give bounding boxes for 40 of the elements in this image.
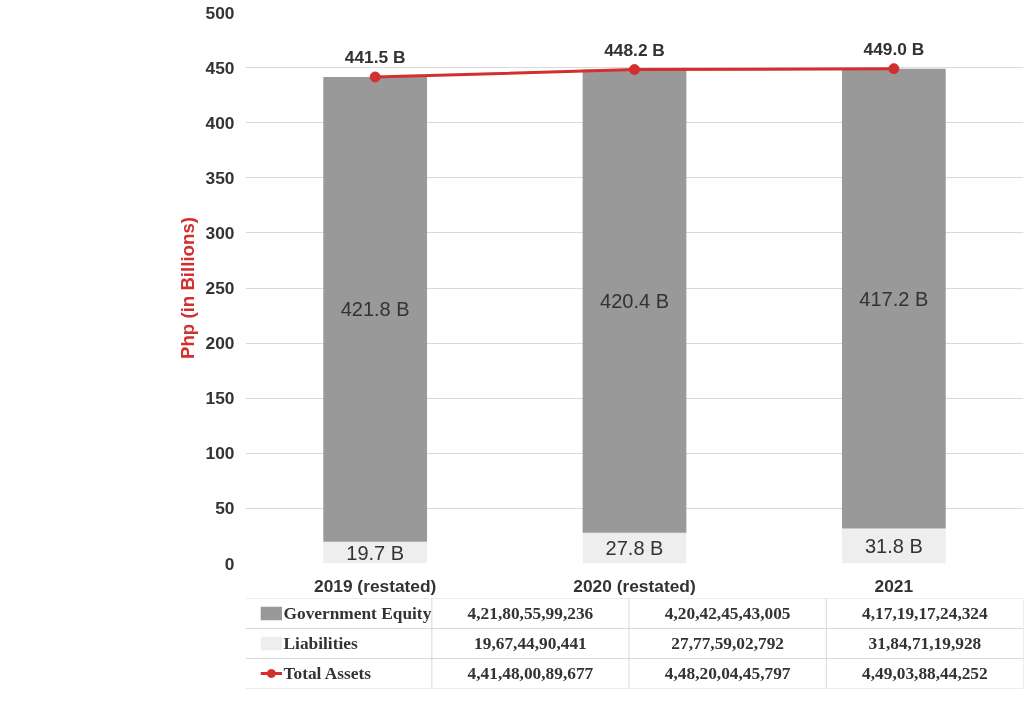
data-label: 19.7 B xyxy=(346,541,405,564)
bar xyxy=(841,528,946,564)
bar xyxy=(582,69,687,533)
data-label: 27.8 B xyxy=(605,537,664,560)
text: 4,17,19,17,24,324 xyxy=(862,604,989,623)
data-label: 449.0 B xyxy=(863,38,925,59)
bar xyxy=(323,76,428,542)
data-label: 421.8 B xyxy=(340,298,410,321)
y-tick-label: 100 xyxy=(205,443,235,464)
y-tick-label: 150 xyxy=(205,388,235,409)
text: 4,41,48,00,89,677 xyxy=(467,664,594,683)
y-tick-label: 250 xyxy=(205,278,235,298)
x-tick-label: 2020 (restated) xyxy=(573,575,696,596)
data-label: 441.5 B xyxy=(344,46,406,67)
y-tick-label: 450 xyxy=(205,57,235,78)
text: 19,67,44,90,441 xyxy=(474,634,587,653)
y-tick-label: 300 xyxy=(205,222,235,243)
data-label: 417.2 B xyxy=(859,287,929,310)
legend-label: Total Assets xyxy=(283,664,372,683)
y-axis-title: Php (in Billions) xyxy=(176,217,198,359)
bar xyxy=(841,68,946,529)
y-tick-label: 500 xyxy=(205,2,235,23)
y-tick-label: 0 xyxy=(224,553,235,574)
data-label: 420.4 B xyxy=(600,290,669,313)
data-label: 448.2 B xyxy=(604,39,665,60)
x-tick-label: 2021 xyxy=(874,575,914,596)
text: 27,77,59,02,792 xyxy=(671,634,784,653)
text: 4,49,03,88,44,252 xyxy=(862,664,988,683)
y-tick-label: 350 xyxy=(205,167,235,188)
y-tick-label: 50 xyxy=(215,498,235,519)
text: 4,48,20,04,45,797 xyxy=(664,664,791,683)
legend-label: Liabilities xyxy=(283,634,358,653)
legend-label: Government Equity xyxy=(283,604,432,623)
text: 4,20,42,45,43,005 xyxy=(664,604,791,623)
text: 31,84,71,19,928 xyxy=(868,634,982,653)
text: 4,21,80,55,99,236 xyxy=(467,604,594,623)
y-tick-label: 400 xyxy=(205,112,235,133)
data-label: 31.8 B xyxy=(864,534,923,557)
x-tick-label: 2019 (restated) xyxy=(314,575,437,596)
y-tick-label: 200 xyxy=(205,333,235,354)
